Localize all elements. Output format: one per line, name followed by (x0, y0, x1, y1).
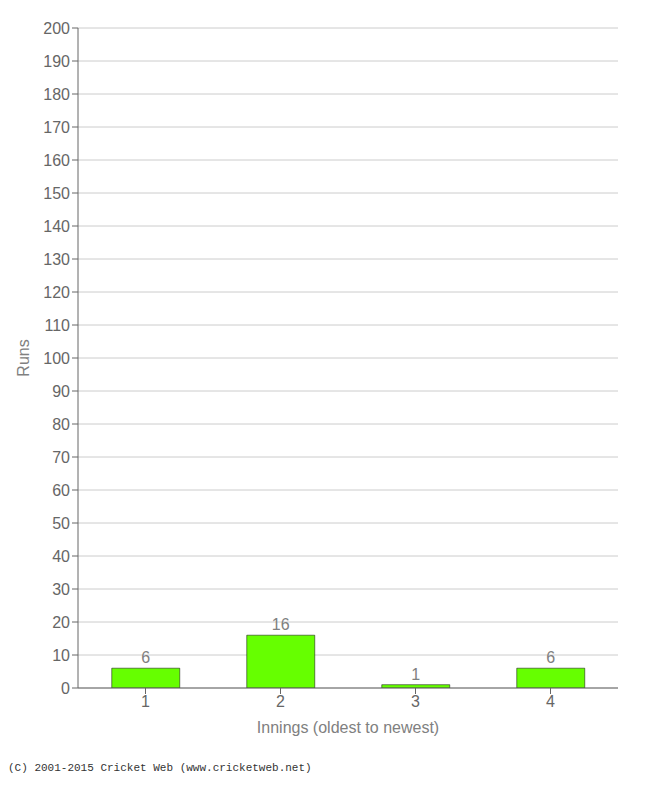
html-text:(C) 2001-2015 Cricket Web (www: (C) 2001-2015 Cricket Web (www.cricketwe… (8, 762, 312, 774)
svg-text:Runs: Runs (15, 339, 32, 376)
svg-text:6: 6 (141, 649, 150, 666)
svg-text:Innings (oldest to newest): Innings (oldest to newest) (257, 719, 439, 736)
svg-text:0: 0 (61, 680, 70, 697)
svg-text:4: 4 (546, 693, 555, 710)
svg-text:3: 3 (411, 693, 420, 710)
svg-text:140: 140 (43, 218, 70, 235)
svg-text:190: 190 (43, 53, 70, 70)
svg-text:100: 100 (43, 350, 70, 367)
svg-text:1: 1 (141, 693, 150, 710)
svg-text:90: 90 (52, 383, 70, 400)
svg-text:180: 180 (43, 86, 70, 103)
svg-text:110: 110 (44, 317, 70, 334)
svg-text:40: 40 (52, 548, 70, 565)
svg-text:20: 20 (52, 614, 70, 631)
svg-text:150: 150 (43, 185, 70, 202)
svg-text:70: 70 (52, 449, 70, 466)
svg-text:120: 120 (43, 284, 70, 301)
svg-text:130: 130 (43, 251, 70, 268)
svg-text:16: 16 (272, 616, 290, 633)
svg-text:160: 160 (43, 152, 70, 169)
svg-text:170: 170 (43, 119, 70, 136)
svg-text:80: 80 (52, 416, 70, 433)
svg-text:30: 30 (52, 581, 70, 598)
svg-text:1: 1 (411, 666, 420, 683)
svg-text:50: 50 (52, 515, 70, 532)
svg-text:200: 200 (43, 20, 70, 37)
svg-text:10: 10 (52, 647, 70, 664)
svg-text:6: 6 (546, 649, 555, 666)
svg-text:60: 60 (52, 482, 70, 499)
svg-text:2: 2 (276, 693, 285, 710)
